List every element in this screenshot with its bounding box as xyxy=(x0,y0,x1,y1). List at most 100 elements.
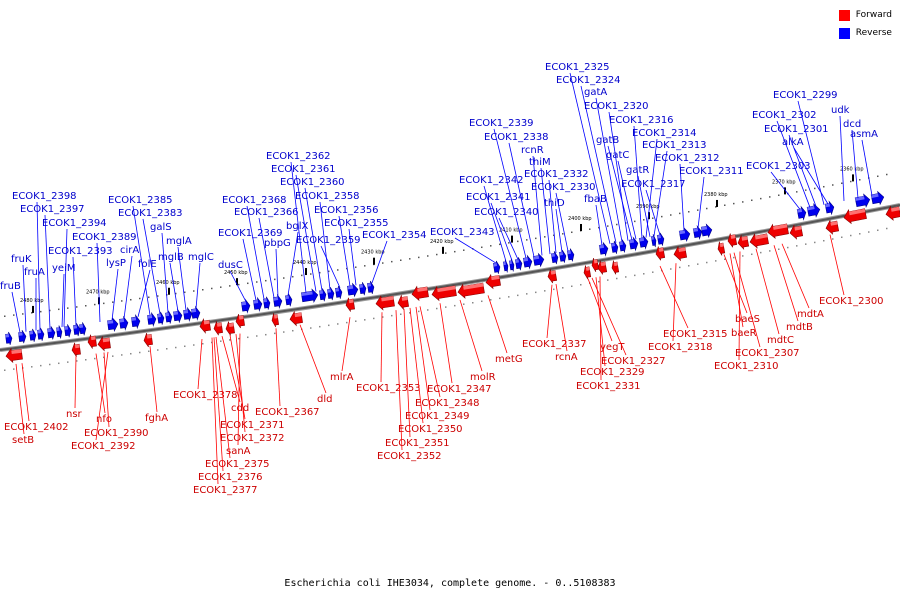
forward-gene-arrow[interactable] xyxy=(655,246,666,261)
forward-gene-label[interactable]: mdtA xyxy=(797,309,824,320)
forward-gene-arrow[interactable] xyxy=(583,265,592,280)
forward-gene-label[interactable]: nfo xyxy=(96,414,112,425)
reverse-gene-label[interactable]: ECOK1_2313 xyxy=(642,140,707,151)
forward-gene-label[interactable]: metG xyxy=(495,354,523,365)
reverse-gene-label[interactable]: thiD xyxy=(544,198,565,209)
reverse-gene-arrow[interactable] xyxy=(854,193,871,208)
reverse-gene-label[interactable]: fruA xyxy=(24,267,45,278)
reverse-gene-arrow[interactable] xyxy=(796,205,807,221)
reverse-gene-label[interactable]: ECOK1_2312 xyxy=(655,153,720,164)
forward-gene-arrow[interactable] xyxy=(213,321,223,336)
forward-gene-label[interactable]: ECOK1_2327 xyxy=(601,356,666,367)
reverse-gene-label[interactable]: mglA xyxy=(166,236,192,247)
reverse-gene-arrow[interactable] xyxy=(628,236,639,252)
reverse-gene-label[interactable]: rcnR xyxy=(521,145,544,156)
forward-gene-arrow[interactable] xyxy=(289,310,303,327)
forward-gene-arrow[interactable] xyxy=(271,313,280,328)
reverse-gene-arrow[interactable] xyxy=(678,227,691,242)
forward-gene-arrow[interactable] xyxy=(411,285,429,302)
forward-gene-label[interactable]: mdtB xyxy=(786,322,813,333)
reverse-gene-arrow[interactable] xyxy=(300,288,319,303)
forward-gene-label[interactable]: ECOK1_2377 xyxy=(193,485,258,496)
reverse-gene-arrow[interactable] xyxy=(131,314,141,330)
forward-gene-label[interactable]: dld xyxy=(317,394,332,405)
reverse-gene-arrow[interactable] xyxy=(326,287,335,301)
reverse-gene-arrow[interactable] xyxy=(610,240,619,255)
forward-gene-label[interactable]: ECOK1_2353 xyxy=(356,383,421,394)
reverse-gene-arrow[interactable] xyxy=(638,234,649,250)
reverse-gene-label[interactable]: ECOK1_2366 xyxy=(234,207,299,218)
reverse-gene-label[interactable]: fbaB xyxy=(584,194,607,205)
reverse-gene-label[interactable]: ECOK1_2398 xyxy=(12,191,77,202)
reverse-gene-arrow[interactable] xyxy=(514,257,523,271)
forward-gene-arrow[interactable] xyxy=(345,297,356,312)
forward-gene-arrow[interactable] xyxy=(591,257,600,273)
reverse-gene-label[interactable]: ECOK1_2301 xyxy=(764,124,829,135)
reverse-gene-arrow[interactable] xyxy=(318,288,327,302)
forward-gene-label[interactable]: baeR xyxy=(731,328,757,339)
reverse-gene-arrow[interactable] xyxy=(285,293,293,307)
reverse-gene-arrow[interactable] xyxy=(165,310,173,324)
reverse-gene-label[interactable]: pbpG xyxy=(264,238,291,249)
reverse-gene-label[interactable]: gatA xyxy=(584,87,607,98)
reverse-gene-label[interactable]: thiM xyxy=(529,157,551,168)
forward-gene-label[interactable]: setB xyxy=(12,435,34,446)
forward-gene-label[interactable]: ECOK1_2372 xyxy=(220,433,285,444)
reverse-gene-arrow[interactable] xyxy=(692,224,703,241)
forward-gene-arrow[interactable] xyxy=(375,294,395,311)
reverse-gene-arrow[interactable] xyxy=(18,330,27,344)
reverse-gene-label[interactable]: ECOK1_2317 xyxy=(621,179,686,190)
reverse-gene-arrow[interactable] xyxy=(366,280,375,295)
reverse-gene-label[interactable]: ECOK1_2302 xyxy=(752,110,817,121)
reverse-gene-label[interactable]: ECOK1_2338 xyxy=(484,132,549,143)
reverse-gene-label[interactable]: ECOK1_2330 xyxy=(531,182,596,193)
forward-gene-label[interactable]: ECOK1_2376 xyxy=(198,472,263,483)
reverse-gene-label[interactable]: mglC xyxy=(188,252,214,263)
forward-gene-arrow[interactable] xyxy=(885,205,900,221)
reverse-gene-arrow[interactable] xyxy=(183,306,193,322)
forward-gene-label[interactable]: mlrA xyxy=(330,372,354,383)
reverse-gene-label[interactable]: ECOK1_2360 xyxy=(280,177,345,188)
reverse-gene-arrow[interactable] xyxy=(532,252,545,268)
reverse-gene-label[interactable]: cirA xyxy=(120,245,139,256)
reverse-gene-label[interactable]: ECOK1_2324 xyxy=(556,75,621,86)
forward-gene-label[interactable]: mdtC xyxy=(767,335,794,346)
forward-gene-label[interactable]: ECOK1_2348 xyxy=(415,398,480,409)
reverse-gene-arrow[interactable] xyxy=(550,251,559,265)
reverse-gene-label[interactable]: fruK xyxy=(11,254,32,265)
reverse-gene-arrow[interactable] xyxy=(502,259,509,273)
forward-gene-arrow[interactable] xyxy=(717,241,726,256)
reverse-gene-arrow[interactable] xyxy=(824,200,835,216)
forward-gene-arrow[interactable] xyxy=(597,260,608,275)
forward-gene-label[interactable]: ECOK1_2375 xyxy=(205,459,270,470)
reverse-gene-label[interactable]: ECOK1_2389 xyxy=(72,232,137,243)
forward-gene-label[interactable]: cdd xyxy=(231,403,249,414)
forward-gene-arrow[interactable] xyxy=(611,260,620,275)
reverse-gene-arrow[interactable] xyxy=(37,327,45,342)
reverse-gene-label[interactable]: ECOK1_2320 xyxy=(584,101,649,112)
reverse-gene-arrow[interactable] xyxy=(5,331,13,346)
reverse-gene-label[interactable]: ECOK1_2383 xyxy=(118,208,183,219)
reverse-gene-label[interactable]: fruB xyxy=(0,281,21,292)
forward-gene-arrow[interactable] xyxy=(749,232,769,249)
forward-gene-label[interactable]: ECOK1_2315 xyxy=(663,329,728,340)
reverse-gene-arrow[interactable] xyxy=(56,325,63,339)
reverse-gene-label[interactable]: ECOK1_2369 xyxy=(218,228,283,239)
reverse-gene-arrow[interactable] xyxy=(346,282,359,298)
forward-gene-label[interactable]: ECOK1_2392 xyxy=(71,441,136,452)
reverse-gene-arrow[interactable] xyxy=(598,241,609,257)
forward-gene-arrow[interactable] xyxy=(431,284,457,302)
reverse-gene-arrow[interactable] xyxy=(558,249,567,263)
forward-gene-arrow[interactable] xyxy=(199,317,211,334)
reverse-gene-label[interactable]: gatB xyxy=(596,135,619,146)
forward-gene-arrow[interactable] xyxy=(825,219,840,235)
reverse-gene-label[interactable]: ECOK1_2355 xyxy=(324,218,389,229)
forward-gene-label[interactable]: ECOK1_2318 xyxy=(648,342,713,353)
forward-gene-label[interactable]: rcnA xyxy=(555,352,578,363)
reverse-gene-label[interactable]: ECOK1_2362 xyxy=(266,151,331,162)
reverse-gene-label[interactable]: ECOK1_2332 xyxy=(524,169,589,180)
forward-gene-arrow[interactable] xyxy=(225,321,235,336)
forward-gene-label[interactable]: ECOK1_2307 xyxy=(735,348,800,359)
reverse-gene-arrow[interactable] xyxy=(618,239,627,253)
reverse-gene-arrow[interactable] xyxy=(107,317,119,332)
